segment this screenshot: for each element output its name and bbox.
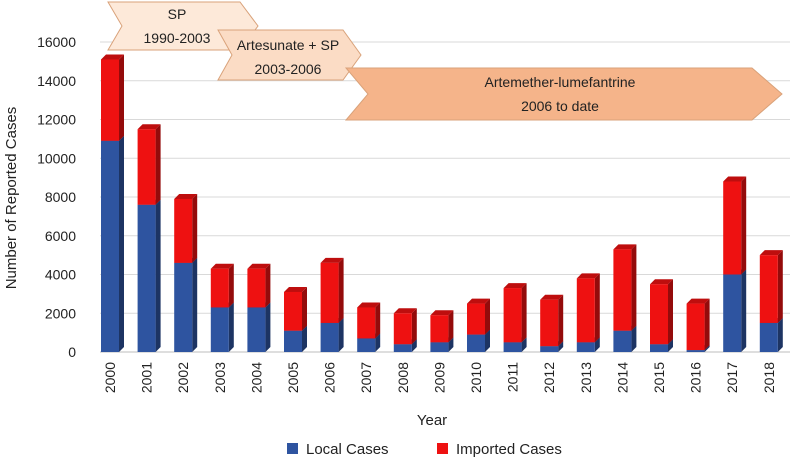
legend: Local Cases Imported Cases xyxy=(287,441,562,458)
x-tick-label: 2014 xyxy=(614,362,630,393)
bar-local xyxy=(247,302,271,352)
x-tick-label: 2010 xyxy=(468,362,484,393)
bar-local xyxy=(137,199,161,352)
bar-local xyxy=(320,317,344,352)
axes: 0 2000 4000 6000 8000 10000 12000 14000 16000 200… xyxy=(37,34,777,393)
x-axis-title: Year xyxy=(417,412,447,429)
legend-label-imported: Imported Cases xyxy=(456,441,562,458)
regimen-arrow-artemether: Artemether-lumefantrine 2006 to date xyxy=(344,67,783,121)
x-tick-label: 2002 xyxy=(175,362,191,393)
legend-swatch-imported xyxy=(437,443,448,454)
regimen-arrow-artesunate: Artesunate + SP 2003-2006 xyxy=(217,29,362,81)
regimen-arrow-artesunate-line1: Artesunate + SP xyxy=(237,37,339,53)
bar-imported xyxy=(686,298,710,351)
bar-local xyxy=(210,302,234,352)
x-tick-label: 2008 xyxy=(395,362,411,393)
bar-imported xyxy=(613,244,637,331)
bar-imported xyxy=(503,283,527,343)
bar-imported xyxy=(101,54,124,141)
x-tick-label: 2004 xyxy=(248,362,264,393)
y-tick-label: 16000 xyxy=(37,34,76,50)
bar-imported xyxy=(284,286,307,331)
x-tick-label: 2009 xyxy=(431,362,447,393)
regimen-arrow-artemether-line1: Artemether-lumefantrine xyxy=(485,74,636,90)
x-tick-label: 2001 xyxy=(139,362,155,393)
x-tick-label: 2013 xyxy=(578,362,594,393)
x-tick-label: 2003 xyxy=(212,362,228,393)
y-tick-label: 8000 xyxy=(45,189,76,205)
bar-imported xyxy=(430,310,454,343)
bar-local xyxy=(759,317,783,352)
regimen-arrow-artemether-line2: 2006 to date xyxy=(521,98,599,114)
bar-imported xyxy=(723,176,747,275)
bar-imported xyxy=(320,257,344,323)
x-tick-label: 2017 xyxy=(724,362,740,393)
bar-imported xyxy=(759,250,783,323)
y-tick-label: 10000 xyxy=(37,150,76,166)
bar-local xyxy=(723,269,747,352)
x-tick-label: 2000 xyxy=(102,362,118,393)
bar-imported xyxy=(540,294,564,347)
x-tick-label: 2006 xyxy=(322,362,338,393)
x-tick-label: 2011 xyxy=(505,362,521,392)
y-axis-title: Number of Reported Cases xyxy=(3,107,20,290)
y-tick-label: 4000 xyxy=(45,267,76,283)
x-tick-label: 2005 xyxy=(285,362,301,393)
bar-local xyxy=(174,257,198,352)
bar-imported xyxy=(137,124,161,205)
x-tick-label: 2007 xyxy=(358,362,374,393)
x-tick-label: 2018 xyxy=(761,362,777,393)
bars xyxy=(101,54,783,352)
bar-imported xyxy=(467,298,490,335)
y-tick-label: 12000 xyxy=(37,112,76,128)
x-tick-label: 2015 xyxy=(651,362,667,393)
x-tick-label: 2012 xyxy=(541,362,557,393)
bar-imported xyxy=(650,279,673,345)
bar-imported xyxy=(357,302,381,339)
bar-imported xyxy=(247,263,271,308)
regimen-arrow-artesunate-line2: 2003-2006 xyxy=(255,61,322,77)
regimen-arrow-sp-line2: 1990-2003 xyxy=(144,30,211,46)
x-tick-label: 2016 xyxy=(688,362,704,393)
legend-label-local: Local Cases xyxy=(306,441,389,458)
bar-imported xyxy=(174,193,198,263)
bar-local xyxy=(101,135,124,352)
legend-swatch-local xyxy=(287,443,298,454)
y-tick-label: 0 xyxy=(68,344,76,360)
y-tick-label: 6000 xyxy=(45,228,76,244)
bar-imported xyxy=(576,273,600,343)
bar-imported xyxy=(393,308,417,345)
y-tick-label: 14000 xyxy=(37,73,76,89)
regimen-arrow-sp-line1: SP xyxy=(168,6,187,22)
y-tick-label: 2000 xyxy=(45,305,76,321)
bar-imported xyxy=(210,263,234,308)
